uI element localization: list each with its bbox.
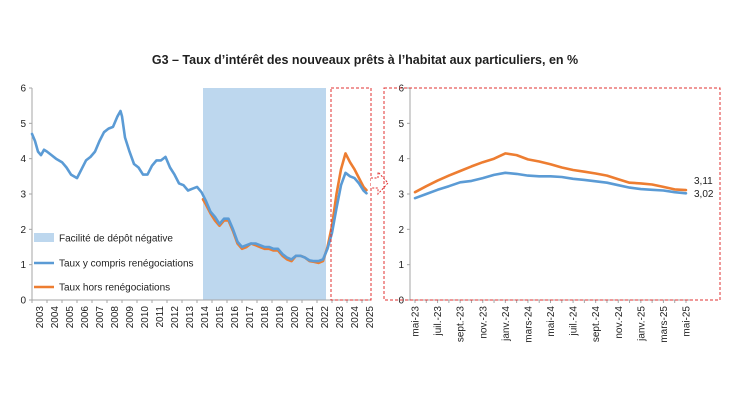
left-x-tick-label: 2018 (260, 306, 271, 329)
left-x-tick-label: 2012 (170, 306, 181, 329)
left-y-tick-label: 0 (20, 296, 26, 307)
zoom-arrow (371, 170, 389, 196)
left-x-tick-label: 2025 (365, 306, 376, 329)
right-x-tick-label: mars-24 (523, 306, 534, 343)
left-x-tick-label: 2011 (155, 306, 166, 328)
left-x-tick-label: 2021 (305, 306, 316, 329)
left-x-tick-label: 2008 (110, 306, 121, 329)
right-x-tick-label: nov.-24 (614, 306, 625, 339)
left-y-tick-label: 1 (20, 260, 26, 271)
zoom-highlight-box (330, 87, 372, 301)
left-x-tick-label: 2023 (335, 306, 346, 329)
right-x-tick-label: mai-24 (546, 306, 557, 337)
series-line-incl-renegotiations (30, 109, 368, 263)
right-x-tick-label: mai-25 (682, 306, 693, 337)
right-y-tick-label: 6 (398, 84, 404, 95)
chart-title: G3 – Taux d’intérêt des nouveaux prêts à… (151, 53, 579, 67)
zoom-panel-frame (383, 87, 721, 301)
left-x-tick-label: 2007 (95, 306, 106, 329)
right-y-tick-label: 1 (398, 260, 404, 271)
right-x-tick-label: janv.-24 (501, 306, 512, 342)
left-x-tick-label: 2019 (275, 306, 286, 329)
right-y-tick-label: 5 (398, 119, 404, 130)
right-series-line-excl (413, 152, 688, 194)
left-x-tick-label: 2022 (320, 306, 331, 329)
right-series-line-incl (413, 171, 688, 200)
right-y-tick-label: 0 (398, 296, 404, 307)
left-x-tick-label: 2003 (35, 306, 46, 329)
right-x-tick-label: juil.-23 (433, 306, 444, 337)
right-x-tick-label: nov.-23 (478, 306, 489, 339)
left-x-tick-label: 2009 (125, 306, 136, 329)
legend-label: Taux hors renégociations (59, 283, 170, 294)
right-x-tick-label: sept.-24 (591, 306, 602, 343)
left-x-tick-label: 2015 (215, 306, 226, 329)
left-y-tick-label: 4 (20, 154, 26, 165)
right-x-tick-label: janv.-25 (636, 306, 647, 342)
left-x-tick-label: 2013 (185, 306, 196, 329)
left-y-tick-label: 6 (20, 84, 26, 95)
left-x-tick-label: 2020 (290, 306, 301, 329)
legend-label: Facilité de dépôt négative (59, 234, 173, 245)
left-x-tick-label: 2016 (230, 306, 241, 329)
end-label-incl: 3,02 (694, 189, 714, 200)
left-y-tick-label: 5 (20, 119, 26, 130)
right-x-tick-label: mars-25 (659, 306, 670, 343)
left-y-tick-label: 3 (20, 190, 26, 201)
shaded-period (203, 88, 326, 300)
right-x-tick-label: juil.-24 (569, 306, 580, 337)
legend-swatch-shaded (34, 233, 54, 242)
right-x-tick-label: mai-23 (411, 306, 422, 337)
left-y-tick-label: 2 (20, 225, 26, 236)
left-x-tick-label: 2024 (350, 306, 361, 329)
right-y-tick-label: 3 (398, 190, 404, 201)
legend-label: Taux y compris renégociations (59, 259, 194, 270)
left-x-tick-label: 2004 (50, 306, 61, 329)
right-y-tick-label: 4 (398, 154, 404, 165)
left-x-tick-label: 2005 (65, 306, 76, 329)
left-x-tick-label: 2010 (140, 306, 151, 329)
left-x-tick-label: 2014 (200, 306, 211, 329)
right-y-tick-label: 2 (398, 225, 404, 236)
right-x-tick-label: sept.-23 (456, 306, 467, 343)
left-x-tick-label: 2006 (80, 306, 91, 329)
left-x-tick-label: 2017 (245, 306, 256, 329)
end-label-excl: 3,11 (694, 176, 713, 187)
